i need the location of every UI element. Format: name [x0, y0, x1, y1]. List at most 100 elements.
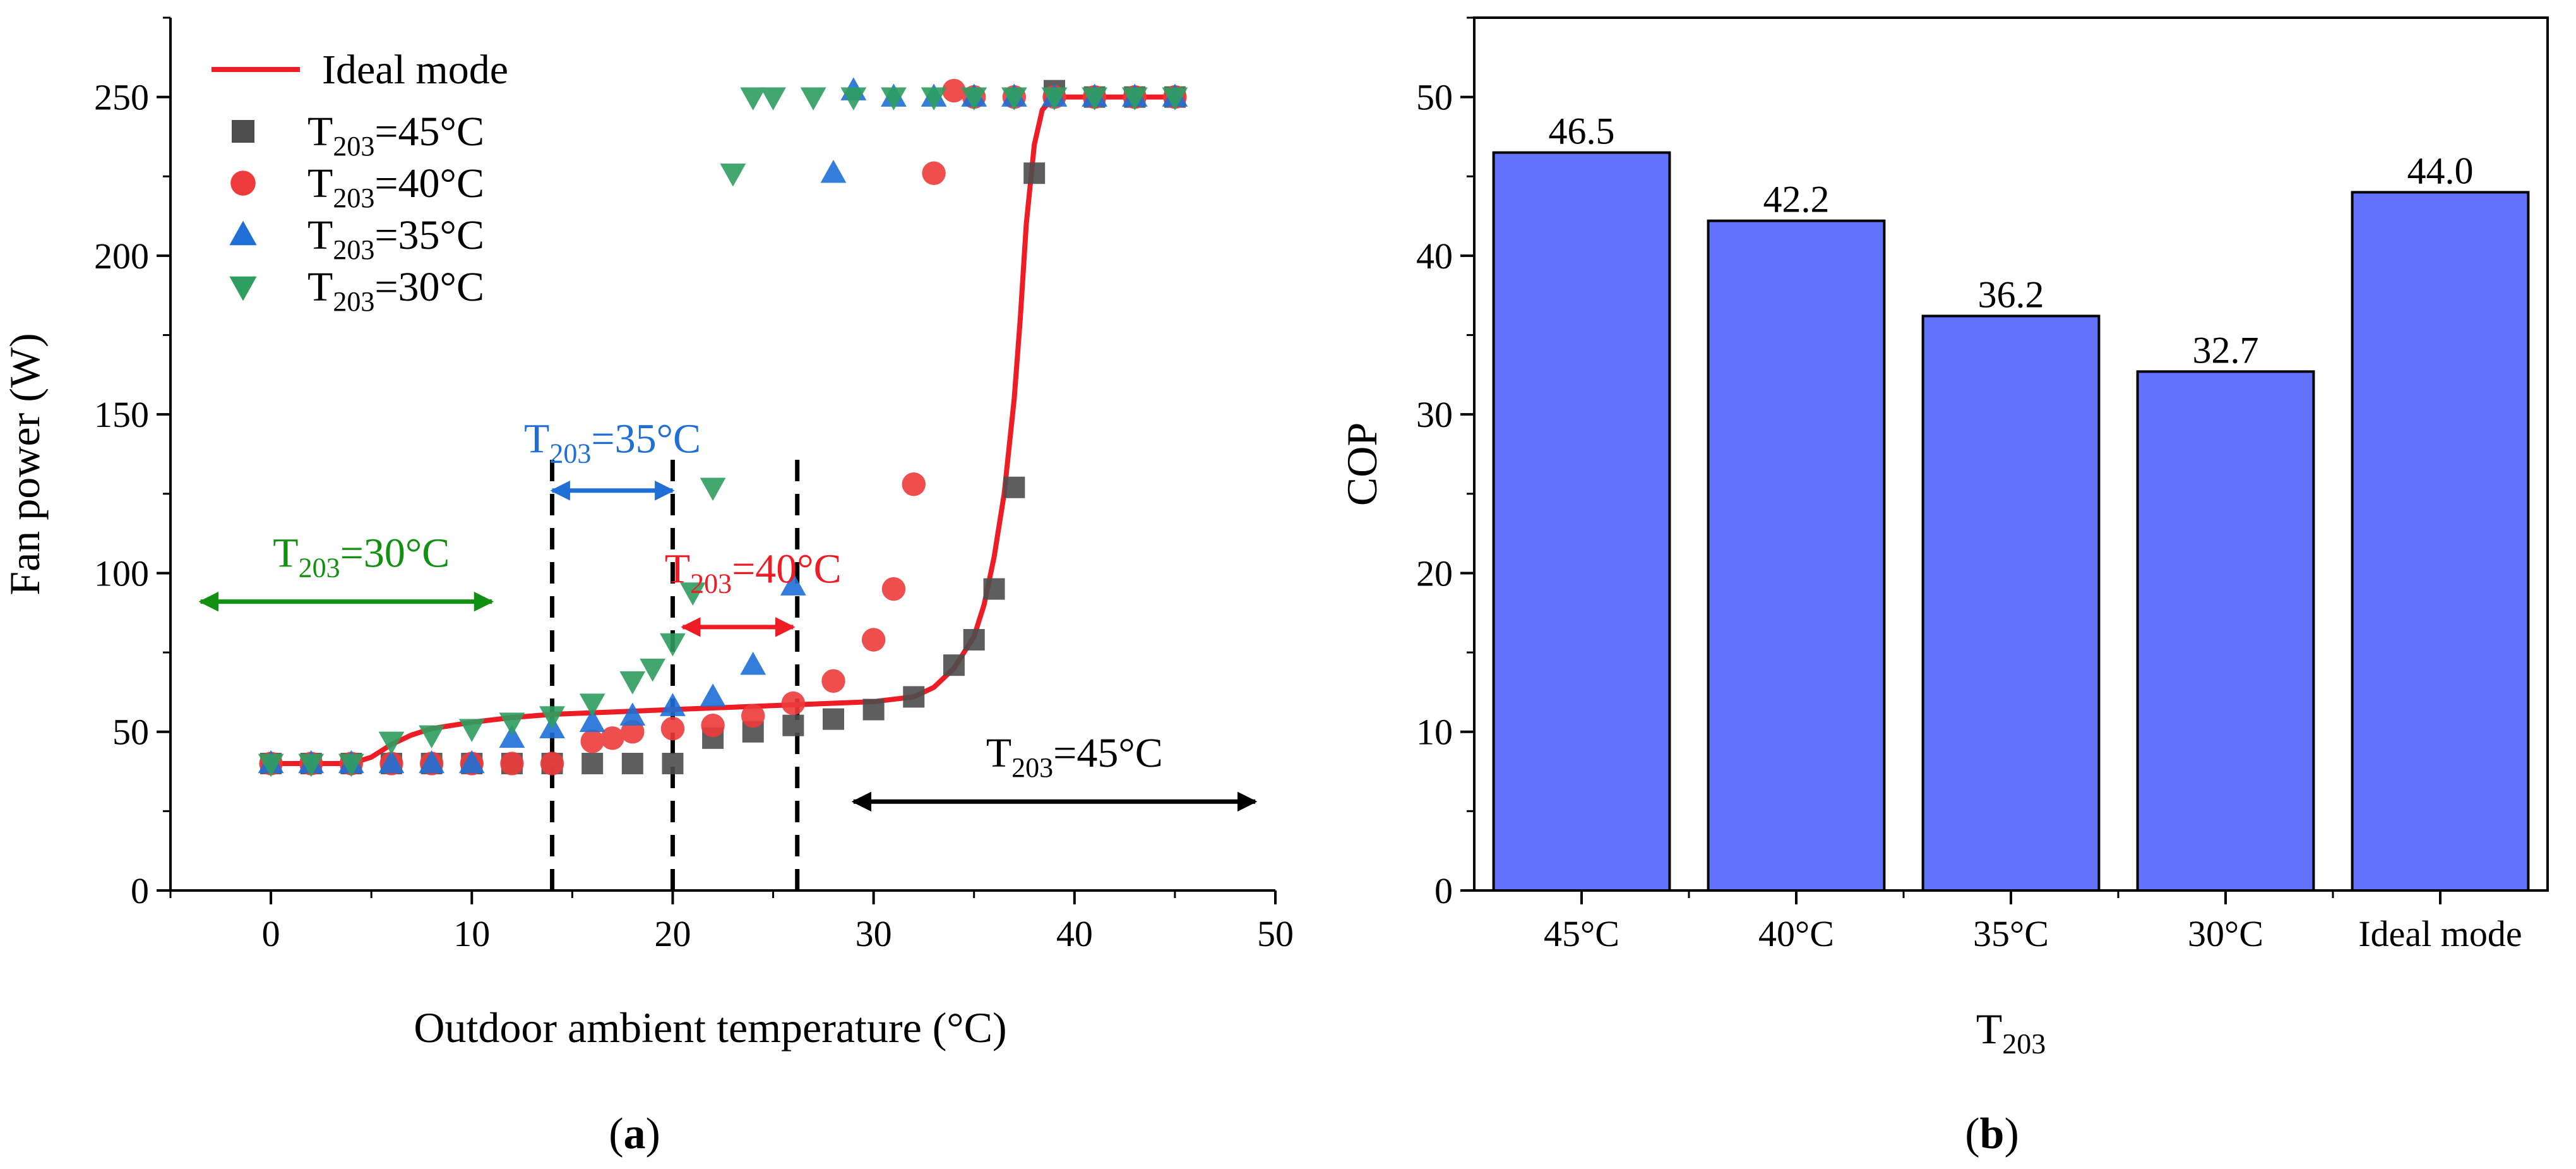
a-annotation-label-rest: =45°C — [1053, 730, 1163, 776]
a-point — [760, 87, 786, 111]
b-x-label-main: T — [1976, 1005, 2003, 1053]
a-series-3 — [258, 87, 1188, 777]
a-point — [499, 712, 525, 736]
a-annotation-label: T203=40°C — [665, 546, 842, 599]
a-point — [660, 693, 686, 716]
b-y-tick-label: 0 — [1434, 870, 1453, 911]
a-point — [539, 706, 565, 729]
a-point — [780, 572, 806, 596]
a-point — [540, 752, 564, 776]
a-legend-label: T203=40°C — [307, 160, 484, 213]
a-point — [458, 750, 485, 774]
b-x-tick-label: 30°C — [2188, 913, 2263, 954]
a-point — [338, 753, 364, 777]
b-x-tick-label: 45°C — [1544, 913, 1619, 954]
a-point — [1162, 87, 1188, 111]
b-bar — [1492, 151, 1671, 892]
a-point — [861, 628, 886, 652]
a-legend-label-rest: =30°C — [374, 264, 484, 310]
a-point — [298, 753, 325, 777]
a-legend-swatch — [230, 171, 256, 196]
a-point — [741, 704, 765, 728]
a-point — [419, 750, 445, 774]
a-y-axis-label: Fan power (W) — [1, 333, 49, 595]
a-annotation-label-main: T — [524, 416, 549, 462]
a-legend-label-main: T — [307, 109, 333, 155]
a-point — [619, 702, 646, 726]
a-point — [902, 472, 926, 496]
a-point — [821, 669, 845, 693]
a-legend-label-sub: 203 — [333, 183, 374, 213]
a-point — [621, 720, 645, 744]
a-legend-label-sub: 203 — [333, 286, 374, 317]
a-x-tick-label: 30 — [856, 913, 892, 954]
a-annotation-label-main: T — [665, 546, 690, 592]
b-y-tick-label: 40 — [1416, 236, 1453, 277]
a-legend-label-main: T — [307, 212, 333, 258]
a-point — [820, 159, 847, 183]
a-point — [579, 709, 605, 732]
a-ideal-mode-line — [271, 94, 1175, 766]
a-point — [458, 719, 485, 742]
b-bar-value-label: 36.2 — [1978, 273, 2044, 315]
b-x-axis-label: T203 — [1976, 1005, 2046, 1060]
a-point — [903, 686, 925, 708]
b-x-tick-label: 35°C — [1973, 913, 2049, 954]
a-legend: Ideal modeT203=45°CT203=40°CT203=35°CT20… — [212, 47, 508, 317]
a-point — [579, 693, 605, 717]
a-point — [1003, 476, 1025, 498]
a-y-tick-label: 250 — [94, 77, 149, 118]
b-bar — [1707, 219, 1886, 892]
a-y-tick-label: 100 — [94, 553, 149, 594]
a-point — [782, 714, 804, 736]
b-panel-letter: b — [1980, 1110, 2005, 1158]
a-x-tick-label: 0 — [262, 913, 280, 954]
a-point — [700, 477, 726, 501]
b-axes: 0 10 20 30 40 50 45°C 40°C 35°C 30°C Ideal mode — [1416, 16, 2549, 954]
b-bars: 46.5 42.2 36.2 32.7 44.0 — [1492, 111, 2530, 892]
a-point — [1121, 87, 1148, 111]
b-panel-label: (b) — [1965, 1110, 2019, 1158]
a-legend-label-sub: 203 — [333, 234, 374, 265]
a-legend-label: T203=35°C — [307, 212, 484, 265]
b-bar — [2136, 370, 2315, 892]
a-legend-label: T203=30°C — [307, 264, 484, 317]
a-point — [660, 717, 685, 741]
a-legend-label-rest: =40°C — [374, 160, 484, 207]
a-annotation-label-main: T — [273, 530, 298, 576]
a-point — [800, 87, 826, 111]
b-x-tick-label: Ideal mode — [2358, 913, 2522, 954]
a-annotation-label-main: T — [986, 730, 1011, 776]
a-annotation-label-rest: =35°C — [591, 416, 701, 462]
a-point — [258, 753, 284, 777]
a-point — [1041, 87, 1068, 111]
a-legend-label-main: T — [307, 160, 333, 207]
b-bar-value-label: 46.5 — [1549, 111, 1615, 152]
a-y-tick-label: 150 — [94, 394, 149, 435]
b-x-label-sub: 203 — [2002, 1028, 2046, 1060]
a-x-tick-label: 10 — [453, 913, 490, 954]
b-bar-value-label: 32.7 — [2193, 329, 2259, 371]
a-point — [619, 671, 646, 695]
b-y-tick-label: 10 — [1416, 712, 1453, 753]
a-ideal-line — [271, 94, 1175, 766]
a-annotation-label-sub: 203 — [690, 568, 732, 599]
a-point — [640, 658, 666, 682]
a-points — [258, 77, 1188, 777]
a-annotation-label-rest: =40°C — [732, 546, 842, 592]
a-annotation-label: T203=30°C — [273, 530, 450, 583]
a-y-tick-label: 200 — [94, 236, 149, 277]
a-point — [983, 578, 1005, 600]
b-y-tick-label: 20 — [1416, 553, 1453, 594]
a-point — [700, 683, 726, 707]
a-legend-label-main: T — [307, 264, 333, 310]
a-x-tick-label: 50 — [1257, 913, 1294, 954]
a-legend-swatch — [232, 120, 254, 143]
a-point — [1001, 87, 1027, 111]
a-point — [378, 750, 405, 774]
a-axes: 0 10 20 30 40 50 0 50 100 150 200 250 — [94, 16, 1294, 954]
a-point — [679, 582, 706, 606]
a-point — [823, 708, 844, 730]
a-panel-label: (a) — [609, 1110, 660, 1158]
